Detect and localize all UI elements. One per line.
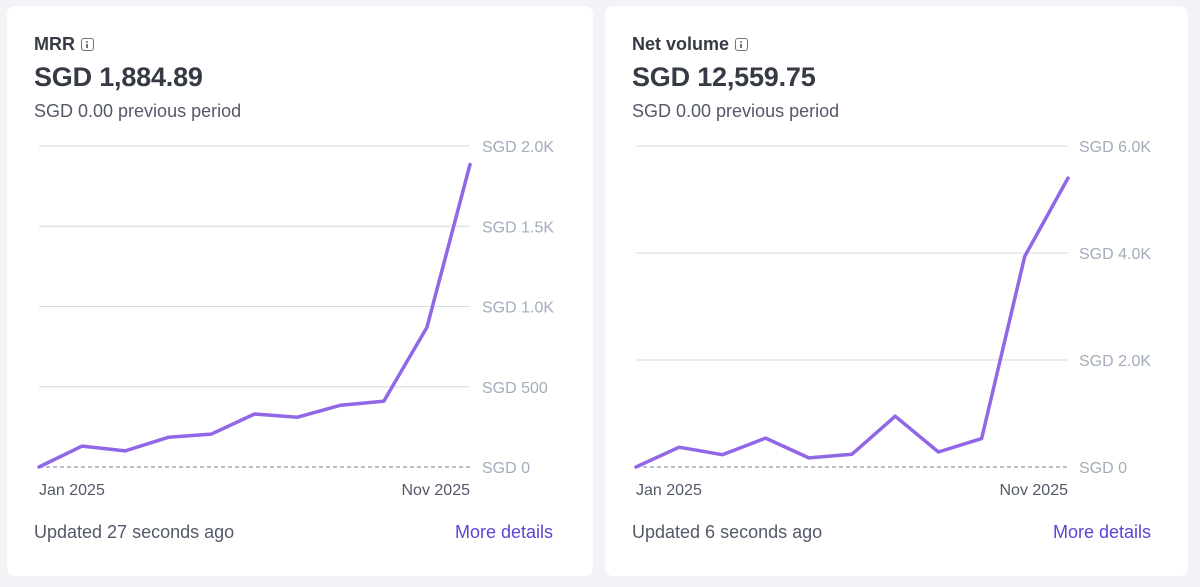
y-tick-label: SGD 1.5K bbox=[482, 219, 554, 236]
mrr-header: MRR bbox=[34, 34, 94, 55]
y-tick-label: SGD 0 bbox=[482, 460, 530, 477]
x-tick-label-end: Nov 2025 bbox=[1000, 482, 1069, 499]
y-tick-label: SGD 0 bbox=[1079, 460, 1127, 477]
mrr-more-details-link[interactable]: More details bbox=[454, 522, 553, 542]
mrr-previous-period: SGD 0.00 previous period bbox=[34, 101, 242, 121]
mrr-title: MRR bbox=[34, 34, 75, 54]
net-volume-title: Net volume bbox=[632, 34, 730, 54]
info-icon[interactable] bbox=[735, 38, 749, 51]
series-line bbox=[634, 176, 1070, 469]
x-tick-label-start: Jan 2025 bbox=[636, 482, 702, 499]
y-tick-label: SGD 500 bbox=[482, 380, 548, 397]
info-icon[interactable] bbox=[81, 38, 94, 51]
net-volume-card: Net volume SGD 12,559.75 SGD 0.00 previo… bbox=[605, 6, 1188, 576]
net-volume-chart: SGD 0 SGD 2.0K SGD 4.0K SGD 6.0K Jan 2025 Nov… bbox=[634, 139, 1151, 499]
net-volume-header: Net volume bbox=[632, 34, 749, 55]
y-tick-label: SGD 1.0K bbox=[482, 300, 554, 317]
mrr-updated-text: Updated 27 seconds ago bbox=[34, 522, 235, 542]
y-tick-label: SGD 6.0K bbox=[1079, 139, 1151, 156]
net-volume-previous-period: SGD 0.00 previous period bbox=[632, 101, 840, 121]
y-tick-label: SGD 4.0K bbox=[1079, 246, 1151, 263]
mrr-card: MRR SGD 1,884.89 SGD 0.00 previous perio… bbox=[7, 6, 593, 576]
y-tick-label: SGD 2.0K bbox=[1079, 353, 1151, 370]
series-line bbox=[37, 162, 472, 469]
x-tick-label-end: Nov 2025 bbox=[402, 482, 471, 499]
x-tick-label-start: Jan 2025 bbox=[39, 482, 105, 499]
mrr-value: SGD 1,884.89 bbox=[34, 62, 203, 92]
net-volume-updated-text: Updated 6 seconds ago bbox=[632, 522, 823, 542]
mrr-chart: SGD 0 SGD 500 SGD 1.0K SGD 1.5K SGD 2.0K Jan … bbox=[37, 139, 554, 499]
y-tick-label: SGD 2.0K bbox=[482, 139, 554, 156]
net-volume-value: SGD 12,559.75 bbox=[632, 62, 816, 92]
net-volume-more-details-link[interactable]: More details bbox=[1052, 522, 1151, 542]
